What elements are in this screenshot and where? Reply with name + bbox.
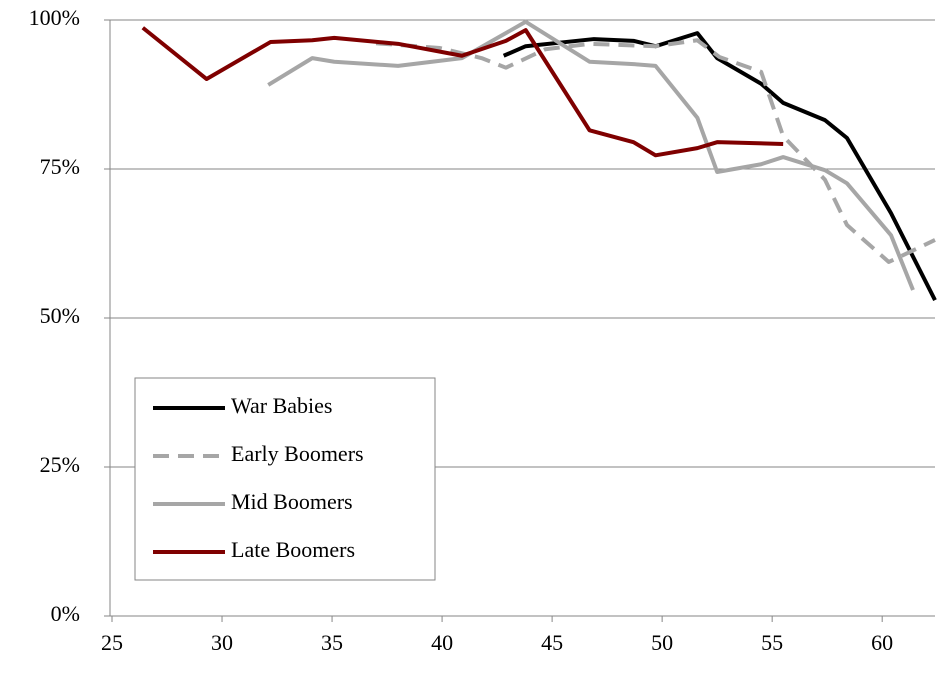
x-tick-label: 50: [651, 630, 673, 655]
legend-label: Early Boomers: [231, 441, 364, 466]
y-tick-label: 50%: [40, 303, 80, 328]
x-tick-label: 30: [211, 630, 233, 655]
series-line: [141, 26, 784, 158]
legend-label: Late Boomers: [231, 537, 355, 562]
y-tick-label: 100%: [29, 5, 80, 30]
y-tick-label: 75%: [40, 154, 80, 179]
x-tick-label: 25: [101, 630, 123, 655]
legend-box: [134, 377, 436, 581]
y-tick-label: 25%: [40, 452, 80, 477]
series-line: [502, 31, 937, 302]
x-tick-label: 40: [431, 630, 453, 655]
y-tick-label: 0%: [51, 601, 80, 626]
legend-label: War Babies: [231, 393, 332, 418]
x-tick-label: 35: [321, 630, 343, 655]
x-tick-label: 45: [541, 630, 563, 655]
x-tick-label: 55: [761, 630, 783, 655]
series-line: [375, 38, 936, 264]
x-tick-label: 60: [871, 630, 893, 655]
series-line: [267, 19, 915, 291]
legend-label: Mid Boomers: [231, 489, 353, 514]
